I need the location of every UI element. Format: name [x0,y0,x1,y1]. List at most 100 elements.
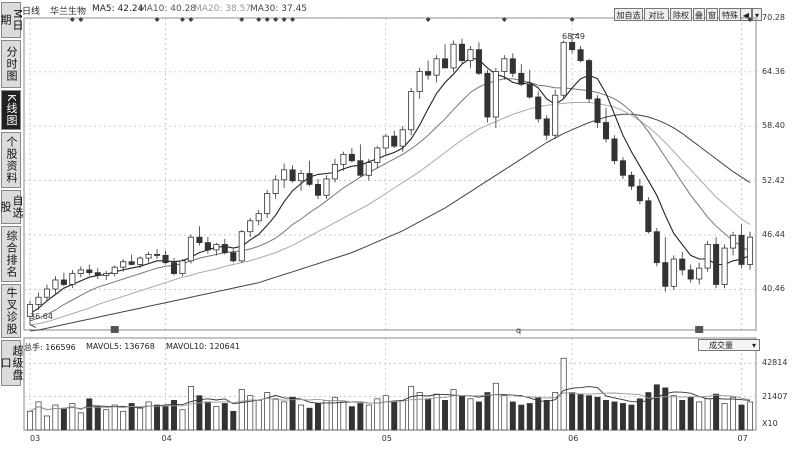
volume-bar [730,396,737,431]
prev-arrow-icon[interactable]: ◀ [740,8,752,21]
candle-body [323,178,330,196]
volume-bar [399,400,406,431]
sidebar-item-7[interactable]: 超级盘口 [0,340,24,386]
volume-bar [179,409,186,431]
indicator-select[interactable]: 成交量 ▾ [698,339,760,351]
candle-body [594,98,601,123]
candle-body [399,129,406,147]
volume-legend: 总手: 166596 [24,343,76,352]
volume-bar [670,395,677,431]
sidebar-item-6[interactable]: 牛叉诊股 [1,284,21,338]
candle-body [238,231,245,262]
ma20-line [29,102,751,326]
volume-bar [433,393,440,431]
volume-bar [247,395,254,431]
price-tick-label: 58.40 [762,121,785,131]
chevron-down-icon[interactable]: ▾ [752,8,762,21]
candle-body [526,83,533,98]
price-tick-label: 52.42 [762,175,785,185]
candle-body [518,72,525,85]
candle-body [357,160,364,176]
toolbar-button-1[interactable]: 对比 [644,8,669,21]
toolbar-button-3[interactable]: 叠 [693,8,705,21]
volume-bar [340,401,347,431]
sidebar-item-4[interactable]: 自选股 [0,190,24,224]
candle-body [450,43,457,69]
price-tick-label: 70.28 [762,13,785,22]
candle-body [43,288,50,298]
mavol5-legend: MAVOL5: 136768 [86,342,155,351]
event-marker-icon [256,17,262,22]
mavol5-line [29,386,751,412]
event-marker-icon [501,17,507,22]
candle-body [696,267,703,280]
candle-body [577,49,584,61]
event-marker-icon [264,17,270,22]
candle-body [628,174,635,187]
volume-bar [111,404,118,431]
sidebar-item-1[interactable]: 分时图 [1,40,21,88]
toolbar-button-5[interactable]: 特殊 [719,8,741,21]
candle-body [425,71,432,76]
candle-body [391,135,398,147]
event-marker-icon [78,17,84,22]
low-price-label: 36.64 [30,312,53,321]
volume-bar [86,398,93,431]
volume-bar [577,393,584,431]
price-tick-label: 46.44 [762,229,785,239]
candle-body [60,279,67,285]
candle-body [264,193,271,214]
toolbar-button-0[interactable]: 加自选 [614,8,643,21]
mavol10-line [29,392,751,412]
candle-body [179,260,186,274]
toolbar-button-2[interactable]: 除权 [670,8,692,21]
candle-body [281,169,288,181]
volume-bar [357,403,364,431]
mavol10-legend: MAVOL10: 120641 [166,342,240,351]
candle-body [560,41,567,96]
toolbar-button-4[interactable]: 窗 [706,8,718,21]
volume-bar [281,401,288,431]
time-tick-label: 03 [30,434,41,443]
volume-bar [52,404,59,431]
candle-body [120,261,127,268]
candle-body [103,273,110,276]
price-panel-frame [23,17,757,331]
volume-bar [747,401,753,431]
candle-body [619,160,626,176]
candle-body [298,173,305,182]
period-label[interactable]: 日线 [22,7,41,17]
volume-bar [238,389,245,431]
volume-bar [264,392,271,431]
candle-body [543,118,550,136]
candle-body [738,234,745,265]
candle-body [162,254,169,264]
candle-body [374,147,381,163]
sidebar-item-0[interactable]: M日期 [0,2,24,38]
volume-bar [425,398,432,431]
ma20-legend: MA20: 38.57 [194,4,252,14]
flag-icon [695,326,704,333]
volume-bar [382,395,389,431]
volume-bar [475,401,482,431]
volume-bar [187,385,194,431]
volume-bar [526,403,533,431]
candle-body [586,60,593,100]
volume-bar [43,415,50,431]
sidebar-item-2[interactable]: K线图 [1,90,21,130]
volume-bar [552,392,559,431]
candle-body [77,269,84,274]
volume-bar [145,401,152,431]
sidebar-item-3[interactable]: 个股资料 [1,132,21,188]
volume-bar [204,401,211,431]
volume-bar [348,406,355,431]
candle-body [458,43,466,61]
sidebar-item-5[interactable]: 综合排名 [1,226,21,282]
volume-tick-label: 42814 [762,358,788,368]
time-tick-label: 07 [737,434,748,443]
volume-bar [230,410,237,431]
volume-bar [586,395,593,431]
volume-bar [645,392,652,431]
candle-body [382,135,389,149]
